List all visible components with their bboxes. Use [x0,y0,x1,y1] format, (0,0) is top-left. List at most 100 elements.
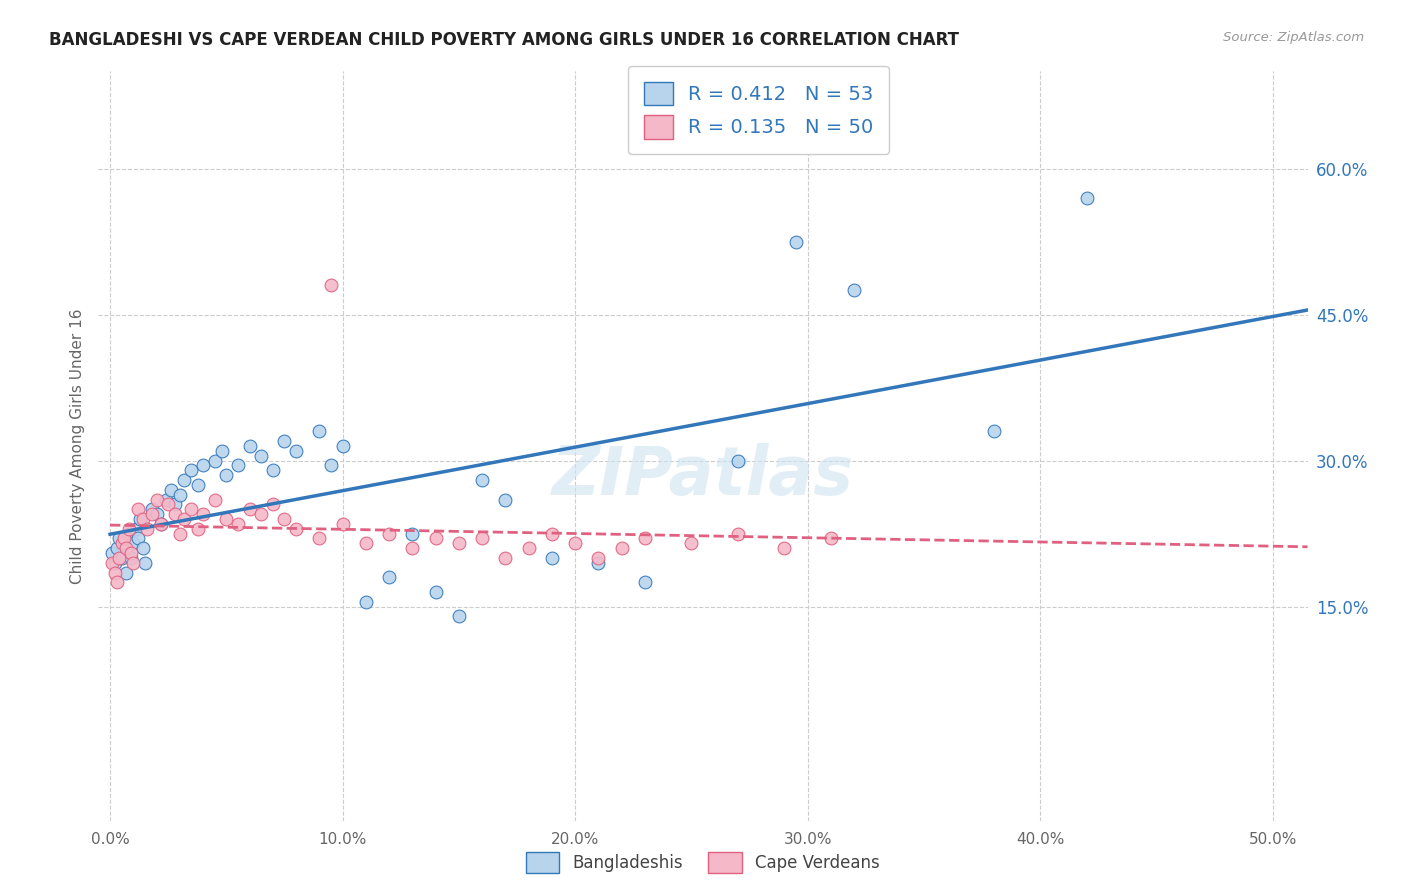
Point [308,425,330,439]
Point [101,556,124,570]
Point [173,473,195,487]
Point [159,483,181,497]
Point [471,532,494,546]
Text: BANGLADESHI VS CAPE VERDEAN CHILD POVERTY AMONG GIRLS UNDER 16 CORRELATION CHART: BANGLADESHI VS CAPE VERDEAN CHILD POVERT… [49,31,959,49]
Point [145,507,167,521]
Point [165,497,187,511]
Point [378,526,401,541]
Point [354,536,377,550]
Y-axis label: Child Poverty Among Girls Under 16: Child Poverty Among Girls Under 16 [69,309,84,583]
Point [354,595,377,609]
Point [494,550,516,565]
Point [180,463,202,477]
Point [141,502,163,516]
Point [115,566,138,580]
Point [150,516,173,531]
Point [226,458,249,473]
Point [517,541,540,556]
Point [155,492,177,507]
Point [1076,191,1098,205]
Point [471,473,494,487]
Point [262,463,284,477]
Point [332,439,354,453]
Point [273,434,295,449]
Point [540,550,562,565]
Point [401,526,423,541]
Point [285,522,308,536]
Point [187,522,209,536]
Point [727,453,749,467]
Point [131,512,153,526]
Point [226,516,249,531]
Point [180,502,202,516]
Point [425,585,447,599]
Text: Source: ZipAtlas.com: Source: ZipAtlas.com [1223,31,1364,45]
Point [250,449,273,463]
Point [157,497,180,511]
Point [134,556,156,570]
Point [447,536,470,550]
Point [204,453,226,467]
Point [588,550,610,565]
Point [239,502,262,516]
Point [108,550,131,565]
Point [122,556,145,570]
Point [378,570,401,584]
Point [141,507,163,521]
Point [494,492,516,507]
Point [145,492,167,507]
Point [447,609,470,624]
Point [112,532,135,546]
Point [131,541,153,556]
Point [634,532,657,546]
Point [319,458,342,473]
Point [120,546,142,560]
Point [101,546,124,560]
Point [332,516,354,531]
Point [681,536,703,550]
Point [844,283,866,297]
Point [540,526,562,541]
Point [820,532,842,546]
Point [112,536,135,550]
Point [105,575,128,590]
Point [250,507,273,521]
Point [211,443,233,458]
Point [104,556,127,570]
Point [104,566,127,580]
Point [169,488,191,502]
Point [308,532,330,546]
Point [215,468,238,483]
Point [169,526,191,541]
Point [122,536,145,550]
Point [285,443,308,458]
Point [105,541,128,556]
Point [319,278,342,293]
Point [165,507,187,521]
Point [187,478,209,492]
Point [425,532,447,546]
Point [173,512,195,526]
Point [127,502,149,516]
Point [785,235,807,249]
Point [129,512,152,526]
Point [118,522,141,536]
Point [115,541,138,556]
Point [118,526,141,541]
Point [262,497,284,511]
Legend: Bangladeshis, Cape Verdeans: Bangladeshis, Cape Verdeans [519,846,887,880]
Point [136,522,159,536]
Point [127,532,149,546]
Point [191,507,214,521]
Point [124,522,146,536]
Point [120,550,142,565]
Point [564,536,586,550]
Point [773,541,796,556]
Point [273,512,295,526]
Point [111,536,134,550]
Point [150,516,173,531]
Legend: R = 0.412   N = 53, R = 0.135   N = 50: R = 0.412 N = 53, R = 0.135 N = 50 [628,66,889,154]
Point [610,541,633,556]
Point [401,541,423,556]
Point [108,532,131,546]
